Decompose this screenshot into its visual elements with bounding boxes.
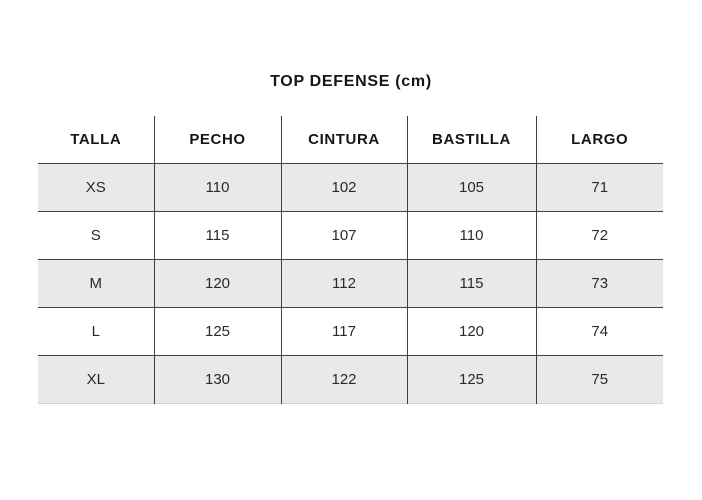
size-row-l: L 125 117 120 74 bbox=[38, 307, 663, 356]
column-header-bastilla: BASTILLA bbox=[406, 116, 536, 164]
measurement-cell: 120 bbox=[153, 259, 281, 308]
measurement-cell: 125 bbox=[153, 307, 281, 356]
size-row-xs: XS 110 102 105 71 bbox=[38, 163, 663, 212]
size-row-s: S 115 107 110 72 bbox=[38, 211, 663, 260]
measurement-cell: 73 bbox=[535, 259, 663, 308]
measurement-cell: 112 bbox=[280, 259, 407, 308]
measurement-cell: 105 bbox=[406, 163, 536, 212]
header-row: TALLA PECHO CINTURA BASTILLA LARGO bbox=[38, 116, 663, 164]
measurement-cell: 130 bbox=[153, 355, 281, 404]
measurement-cell: 120 bbox=[406, 307, 536, 356]
measurement-cell: 122 bbox=[280, 355, 407, 404]
size-label-cell: L bbox=[91, 323, 100, 340]
size-row-m: M 120 112 115 73 bbox=[38, 259, 663, 308]
measurement-cell: 107 bbox=[280, 211, 407, 260]
size-chart-table: TALLA PECHO CINTURA BASTILLA LARGO XS 11… bbox=[38, 116, 663, 404]
measurement-cell: 75 bbox=[535, 355, 663, 404]
size-label-cell: M bbox=[89, 275, 103, 292]
size-label-cell: XL bbox=[86, 371, 105, 388]
column-header-pecho: PECHO bbox=[153, 116, 281, 164]
size-label-cell: XS bbox=[85, 179, 106, 196]
column-header-talla: TALLA bbox=[38, 116, 154, 164]
measurement-cell: 71 bbox=[535, 163, 663, 212]
measurement-cell: 125 bbox=[406, 355, 536, 404]
size-row-xl: XL 130 122 125 75 bbox=[38, 355, 663, 404]
measurement-cell: 74 bbox=[535, 307, 663, 356]
measurement-cell: 72 bbox=[535, 211, 663, 260]
measurement-cell: 117 bbox=[280, 307, 407, 356]
column-header-cintura: CINTURA bbox=[280, 116, 407, 164]
size-label-cell: S bbox=[90, 227, 101, 244]
measurement-cell: 110 bbox=[406, 211, 536, 260]
page-title: TOP DEFENSE (cm) bbox=[270, 73, 432, 90]
measurement-cell: 102 bbox=[280, 163, 407, 212]
column-header-largo: LARGO bbox=[535, 116, 663, 164]
measurement-cell: 115 bbox=[406, 259, 536, 308]
measurement-cell: 110 bbox=[153, 163, 281, 212]
measurement-cell: 115 bbox=[153, 211, 281, 260]
